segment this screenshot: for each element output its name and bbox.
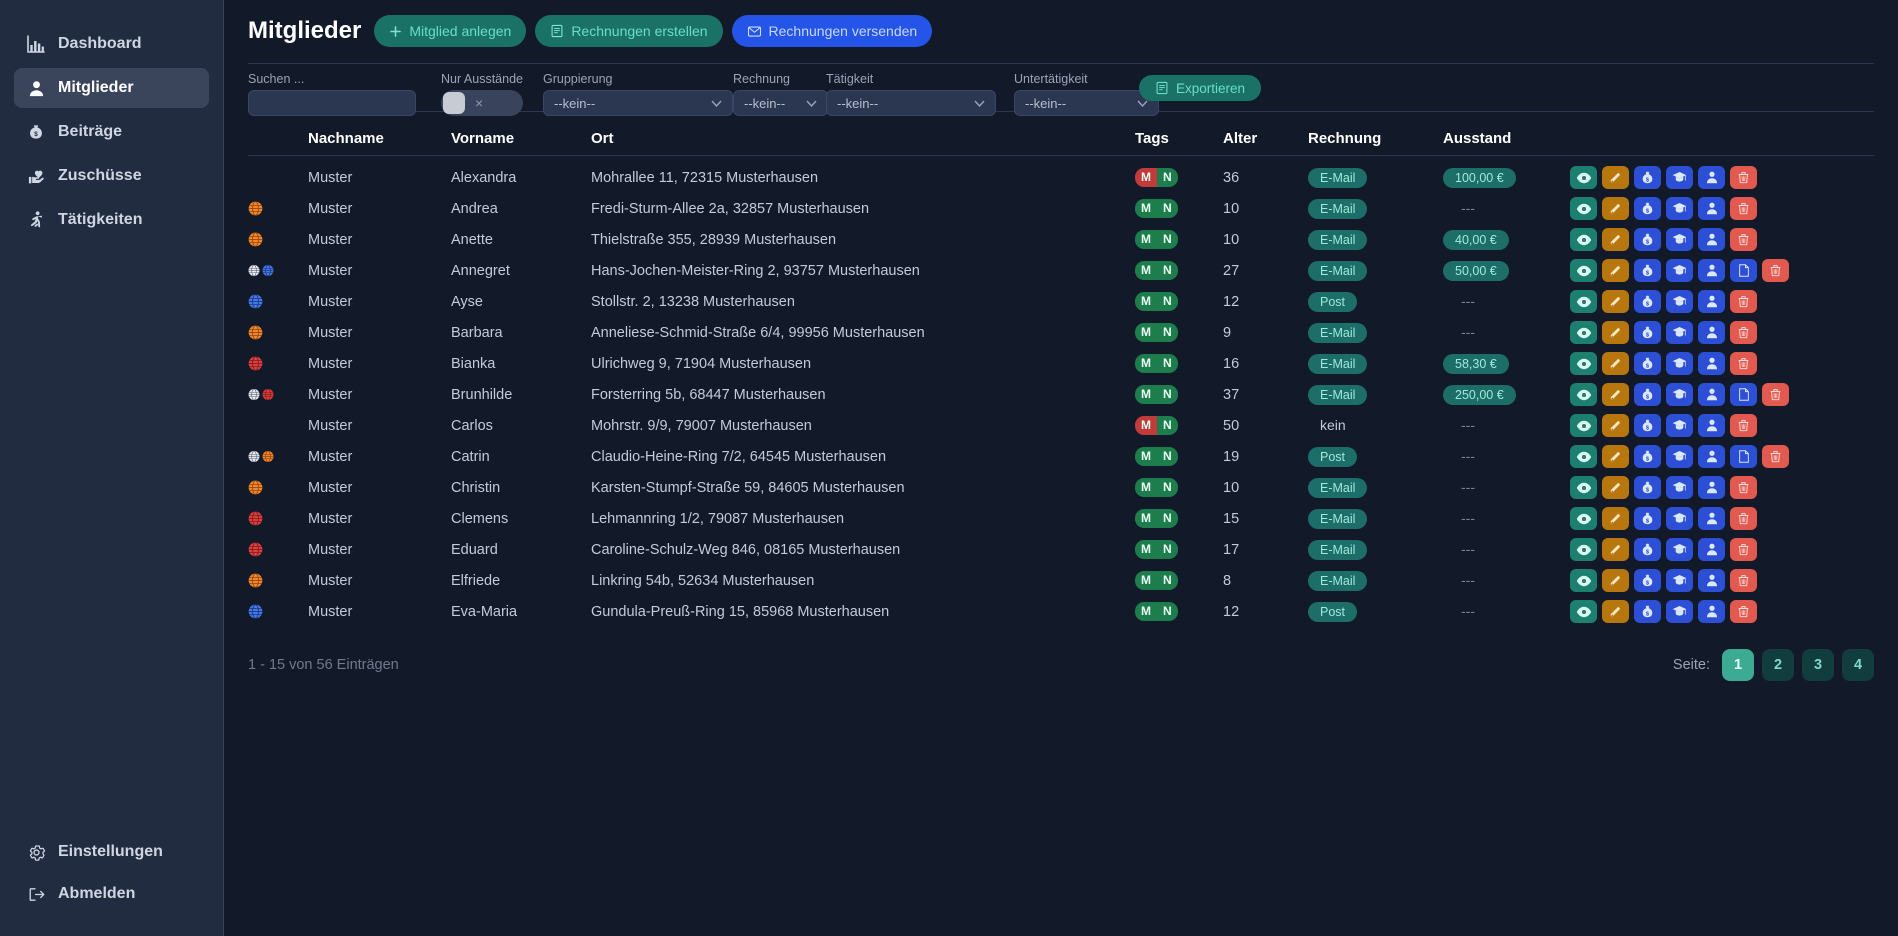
svg-text:$: $ xyxy=(34,131,38,138)
